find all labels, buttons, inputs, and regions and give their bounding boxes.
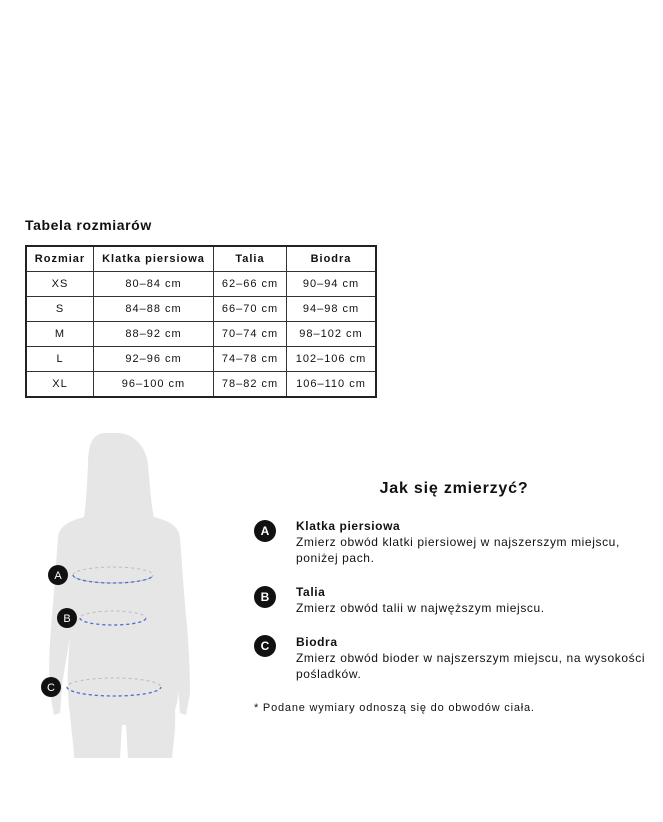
waist-measure-line xyxy=(79,610,147,626)
instruction-text: Zmierz obwód talii w najwęższym miejscu. xyxy=(296,601,545,615)
table-cell: 62–66 cm xyxy=(213,271,287,297)
footnote: * Podane wymiary odnoszą się do obwodów … xyxy=(254,702,535,714)
table-row: L 92–96 cm 74–78 cm 102–106 cm xyxy=(25,346,377,372)
table-cell: M xyxy=(25,321,94,347)
column-header: Biodra xyxy=(286,245,377,272)
svg-text:A: A xyxy=(54,570,62,582)
instruction-text: pośladków. xyxy=(296,667,362,681)
instruction-text: Zmierz obwód bioder w najszerszym miejsc… xyxy=(296,651,646,665)
silhouette-icon xyxy=(49,433,191,758)
table-row: S 84–88 cm 66–70 cm 94–98 cm xyxy=(25,296,377,322)
table-cell: 74–78 cm xyxy=(213,346,287,372)
how-to-measure: Jak się zmierzyć? A Klatka piersiowa Zmi… xyxy=(245,480,663,714)
instruction-label: Klatka piersiowa xyxy=(296,519,401,533)
chest-measure-line xyxy=(72,566,154,584)
column-header: Rozmiar xyxy=(25,245,94,272)
table-row: XS 80–84 cm 62–66 cm 90–94 cm xyxy=(25,271,377,297)
table-cell: 96–100 cm xyxy=(93,371,214,398)
badge-b: B xyxy=(254,586,276,608)
table-row: M 88–92 cm 70–74 cm 98–102 cm xyxy=(25,321,377,347)
table-row: XL 96–100 cm 78–82 cm 106–110 cm xyxy=(25,371,377,398)
table-cell: 90–94 cm xyxy=(286,271,377,297)
marker-b: B xyxy=(57,608,77,628)
marker-a: A xyxy=(48,565,68,585)
table-cell: 106–110 cm xyxy=(286,371,377,398)
table-cell: 98–102 cm xyxy=(286,321,377,347)
table-cell: 92–96 cm xyxy=(93,346,214,372)
table-cell: 66–70 cm xyxy=(213,296,287,322)
table-cell: 80–84 cm xyxy=(93,271,214,297)
size-table-title: Tabela rozmiarów xyxy=(25,217,152,233)
table-cell: 102–106 cm xyxy=(286,346,377,372)
table-cell: 84–88 cm xyxy=(93,296,214,322)
size-table: Rozmiar Klatka piersiowa Talia Biodra XS… xyxy=(25,245,377,398)
table-cell: 78–82 cm xyxy=(213,371,287,398)
table-cell: 94–98 cm xyxy=(286,296,377,322)
table-cell: XL xyxy=(25,371,94,398)
table-header-row: Rozmiar Klatka piersiowa Talia Biodra xyxy=(25,245,377,272)
instruction-chest: Klatka piersiowa Zmierz obwód klatki pie… xyxy=(296,518,620,566)
svg-text:B: B xyxy=(63,613,70,625)
table-cell: 88–92 cm xyxy=(93,321,214,347)
marker-c: C xyxy=(41,677,61,697)
column-header: Klatka piersiowa xyxy=(93,245,214,272)
instruction-label: Biodra xyxy=(296,635,338,649)
instruction-waist: Talia Zmierz obwód talii w najwęższym mi… xyxy=(296,584,545,616)
svg-text:C: C xyxy=(47,682,55,694)
how-to-measure-title: Jak się zmierzyć? xyxy=(379,480,529,497)
body-silhouette-figure: A B C xyxy=(41,433,191,758)
table-cell: L xyxy=(25,346,94,372)
instruction-text: poniżej pach. xyxy=(296,551,375,565)
table-cell: XS xyxy=(25,271,94,297)
instruction-text: Zmierz obwód klatki piersiowej w najszer… xyxy=(296,535,620,549)
instruction-hips: Biodra Zmierz obwód bioder w najszerszym… xyxy=(296,634,645,682)
table-cell: S xyxy=(25,296,94,322)
instruction-label: Talia xyxy=(296,585,326,599)
badge-c: C xyxy=(254,635,276,657)
badge-a: A xyxy=(254,520,276,542)
column-header: Talia xyxy=(213,245,287,272)
table-cell: 70–74 cm xyxy=(213,321,287,347)
